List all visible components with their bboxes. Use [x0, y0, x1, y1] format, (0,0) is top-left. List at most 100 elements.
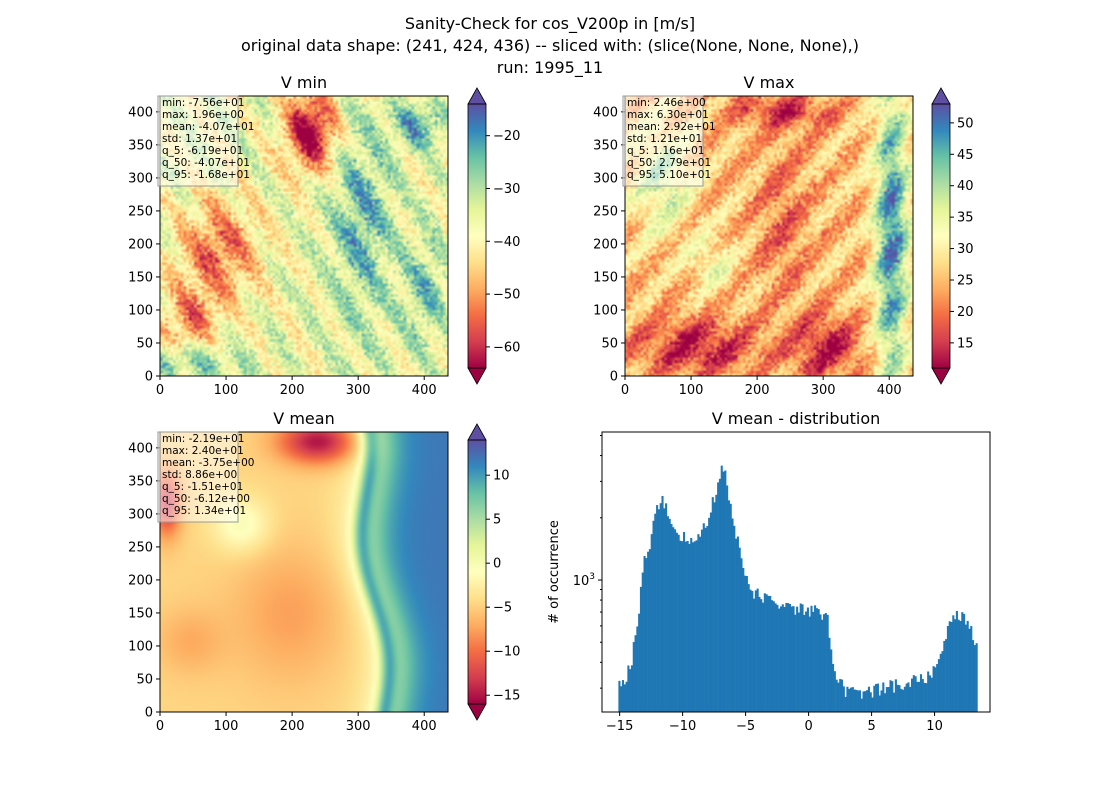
histogram-bar [726, 485, 729, 712]
colorbar: −15 −10 −5 0 5 10 [467, 423, 520, 721]
histogram-bar [950, 621, 953, 712]
histogram-bar [909, 686, 912, 712]
histogram-bar [722, 471, 725, 712]
histogram-bar [751, 590, 754, 712]
histogram-bar [706, 526, 709, 712]
histogram-bar [833, 671, 836, 712]
colorbar-gradient [932, 104, 950, 368]
histogram-bar [735, 538, 738, 712]
histogram-bar [912, 675, 915, 712]
histogram-bar [889, 680, 892, 712]
histogram-bar [796, 606, 799, 712]
histogram-bar [921, 679, 924, 712]
histogram-bar [839, 678, 842, 712]
colorbar-tick-label: 5 [493, 513, 501, 528]
x-tick-label: 0 [804, 719, 812, 734]
histogram-bar [867, 686, 870, 712]
colorbar-frame [467, 103, 487, 369]
colorbar-tick-label: 45 [957, 148, 974, 163]
histogram-bar [876, 683, 879, 712]
histogram-bar [808, 616, 811, 712]
histogram-bar [932, 666, 935, 712]
y-tick-label: 300 [128, 507, 153, 522]
y-tick-label: 400 [593, 105, 618, 120]
x-tick-label: 0 [156, 719, 164, 734]
x-tick-label: 0 [621, 383, 629, 398]
colorbar-gradient [468, 440, 486, 704]
histogram-bar [943, 640, 946, 712]
colorbar: −60 −50 −40 −30 −20 [467, 87, 520, 385]
histogram-bar [930, 677, 933, 712]
histogram-bar [657, 509, 660, 712]
colorbar-tick-label: 30 [957, 242, 974, 257]
x-tick-label: 10 [926, 719, 943, 734]
histogram-bar [849, 687, 853, 712]
histogram-bar [674, 529, 677, 712]
x-tick-label: 0 [156, 383, 164, 398]
histogram-bar [702, 523, 705, 712]
histogram-bar [774, 603, 777, 712]
stats-line: std: 1.37e+01 [162, 133, 237, 145]
histogram-bar [880, 690, 883, 712]
x-tick-label: 200 [745, 383, 770, 398]
histogram-bar [761, 602, 765, 712]
histogram-bar [893, 692, 896, 712]
histogram-bar [620, 686, 623, 712]
histogram-bar [905, 683, 908, 712]
colorbar-tick-label: −30 [493, 182, 520, 197]
stats-box-background [157, 431, 239, 523]
histogram-bar [840, 679, 844, 712]
histogram-bar [697, 534, 700, 712]
panel-title: V max [744, 73, 795, 92]
histogram-bar [857, 690, 860, 712]
histogram-bar [720, 465, 723, 712]
histogram-bar [860, 698, 863, 712]
histogram-bar [871, 697, 874, 712]
histogram-bar [828, 637, 831, 712]
panel-title: V mean - distribution [712, 409, 881, 428]
histogram-bar [675, 532, 678, 712]
x-tick-label: 5 [867, 719, 875, 734]
histogram-bar [779, 606, 783, 712]
stats-line: max: 2.40e+01 [162, 445, 244, 457]
histogram-bar [736, 536, 739, 712]
histogram-bar [623, 684, 626, 712]
histogram-bar [973, 645, 976, 712]
stats-line: q_50: 2.79e+01 [627, 157, 711, 169]
histogram-bar [776, 604, 779, 712]
histogram-bar [855, 689, 858, 712]
histogram-bar [805, 611, 808, 712]
histogram-bar [884, 693, 887, 712]
histogram-bar [934, 667, 937, 712]
histogram-bar [823, 614, 826, 712]
histogram-bar [740, 558, 743, 712]
histogram-bar [806, 607, 809, 712]
colorbar-tick-label: 20 [957, 305, 974, 320]
panel-title: V min [281, 73, 327, 92]
histogram-bar [765, 594, 768, 712]
histogram-bar [634, 635, 637, 712]
y-tick-label: 0 [145, 706, 153, 721]
x-tick-label: 300 [811, 383, 836, 398]
histogram-bar [821, 619, 824, 712]
heatmap-panel-1: V min 0 100 200 300 400 0 50 100 150 200 250 300 350 4… [128, 73, 520, 398]
y-tick-label: 100 [128, 303, 153, 318]
histogram-bar [928, 675, 932, 712]
stats-line: q_50: -4.07e+01 [162, 157, 250, 169]
y-tick-label: 100 [593, 303, 618, 318]
histogram-bar [718, 478, 721, 712]
histogram-bar [835, 679, 838, 712]
histogram-bar [693, 541, 696, 712]
histogram-bar [894, 679, 897, 712]
histogram-bar [851, 687, 854, 712]
histogram-bar [919, 674, 923, 712]
colorbar-tick-label: 0 [493, 557, 501, 572]
colorbar-tick-label: −50 [493, 288, 520, 303]
histogram-bar [654, 513, 657, 712]
figure-title-line-1: Sanity-Check for cos_V200p in [m/s] [405, 14, 695, 34]
heatmap-panel-2: V max 0 100 200 300 400 0 50 100 150 200 250 300 350 4… [593, 73, 973, 398]
histogram-bar [639, 586, 643, 712]
histogram-bar [910, 678, 914, 712]
